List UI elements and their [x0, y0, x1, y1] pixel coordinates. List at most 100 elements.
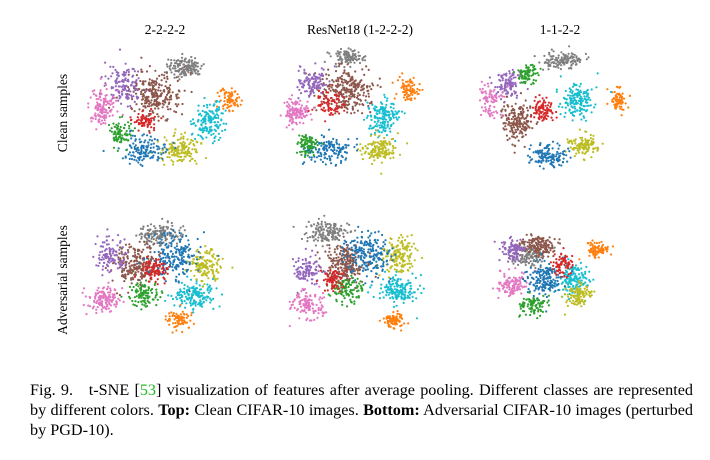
tsne-point: [138, 152, 141, 155]
tsne-point: [114, 250, 117, 253]
tsne-point: [568, 45, 571, 48]
tsne-point: [107, 123, 111, 127]
tsne-point: [127, 68, 130, 71]
tsne-point: [147, 100, 151, 103]
tsne-point: [166, 232, 169, 235]
tsne-point: [584, 139, 587, 142]
tsne-point: [548, 152, 551, 155]
tsne-point: [181, 143, 184, 146]
tsne-point: [511, 143, 514, 146]
tsne-point: [521, 81, 525, 84]
tsne-point: [518, 117, 521, 120]
tsne-point: [189, 141, 192, 144]
tsne-point: [167, 255, 170, 259]
tsne-point: [549, 103, 553, 106]
tsne-point: [100, 111, 103, 114]
tsne-point: [557, 147, 560, 150]
tsne-point: [120, 85, 124, 88]
tsne-point: [102, 97, 105, 100]
tsne-point: [544, 154, 547, 157]
tsne-point: [152, 95, 155, 98]
tsne-point: [104, 266, 107, 270]
tsne-point: [524, 133, 527, 136]
tsne-point: [96, 109, 99, 112]
tsne-point: [354, 55, 358, 58]
tsne-point: [133, 87, 136, 90]
tsne-point: [361, 146, 364, 149]
tsne-point: [170, 294, 173, 298]
tsne-point: [518, 121, 521, 124]
tsne-point: [516, 135, 519, 138]
tsne-point: [357, 58, 360, 61]
tsne-point: [490, 81, 493, 85]
tsne-point: [570, 64, 573, 67]
tsne-point: [300, 113, 303, 116]
tsne-point: [319, 151, 322, 154]
tsne-point: [385, 99, 388, 102]
tsne-point: [191, 260, 194, 263]
tsne-point: [397, 110, 401, 113]
tsne-point: [210, 287, 213, 290]
tsne-point: [567, 67, 571, 70]
tsne-point: [177, 96, 180, 99]
tsne-point: [531, 127, 534, 130]
tsne-point: [618, 86, 621, 89]
tsne-point: [129, 267, 132, 270]
tsne-point: [109, 65, 112, 68]
tsne-point: [127, 86, 130, 89]
tsne-point: [620, 98, 623, 101]
tsne-point: [160, 79, 163, 82]
tsne-point: [480, 80, 483, 83]
tsne-point: [133, 267, 136, 271]
tsne-point: [311, 83, 315, 86]
tsne-point: [205, 299, 208, 302]
tsne-point: [286, 101, 289, 104]
tsne-point: [175, 312, 178, 315]
tsne-point: [215, 105, 219, 108]
tsne-point: [306, 78, 309, 81]
tsne-point: [325, 96, 328, 99]
tsne-point: [302, 122, 305, 125]
tsne-point: [175, 97, 179, 100]
tsne-point: [296, 86, 299, 89]
tsne-point: [124, 156, 127, 159]
tsne-point: [495, 110, 498, 113]
tsne-point: [298, 111, 301, 114]
tsne-point: [387, 148, 390, 151]
tsne-point: [161, 233, 164, 236]
tsne-point: [361, 68, 364, 71]
tsne-point: [132, 255, 135, 258]
tsne-point: [504, 122, 507, 125]
tsne-point: [222, 122, 225, 125]
tsne-point: [129, 116, 132, 119]
tsne-point: [300, 104, 303, 107]
tsne-point: [118, 94, 121, 97]
tsne-point: [174, 321, 177, 325]
tsne-point: [102, 265, 105, 268]
tsne-point: [519, 92, 522, 95]
tsne-point: [538, 143, 541, 147]
tsne-point: [502, 127, 505, 130]
tsne-point: [224, 109, 227, 112]
tsne-point: [188, 296, 191, 299]
tsne-point: [566, 57, 570, 61]
figure: 2-2-2-2 ResNet18 (1-2-2-2) 1-1-2-2 Clean…: [55, 22, 632, 335]
tsne-point: [138, 233, 141, 236]
tsne-point: [107, 77, 110, 80]
tsne-point: [192, 289, 195, 292]
tsne-point: [132, 74, 135, 77]
tsne-point: [109, 304, 112, 307]
tsne-point: [168, 88, 171, 91]
tsne-point: [335, 79, 338, 82]
tsne-point: [187, 243, 190, 246]
tsne-point: [355, 143, 358, 146]
tsne-point: [157, 145, 160, 148]
tsne-point: [308, 144, 311, 147]
tsne-point: [182, 63, 186, 66]
tsne-point: [146, 97, 149, 100]
tsne-point: [586, 104, 589, 107]
tsne-point: [555, 116, 558, 119]
tsne-point: [620, 96, 624, 99]
tsne-point: [120, 250, 123, 253]
tsne-point: [150, 233, 153, 236]
